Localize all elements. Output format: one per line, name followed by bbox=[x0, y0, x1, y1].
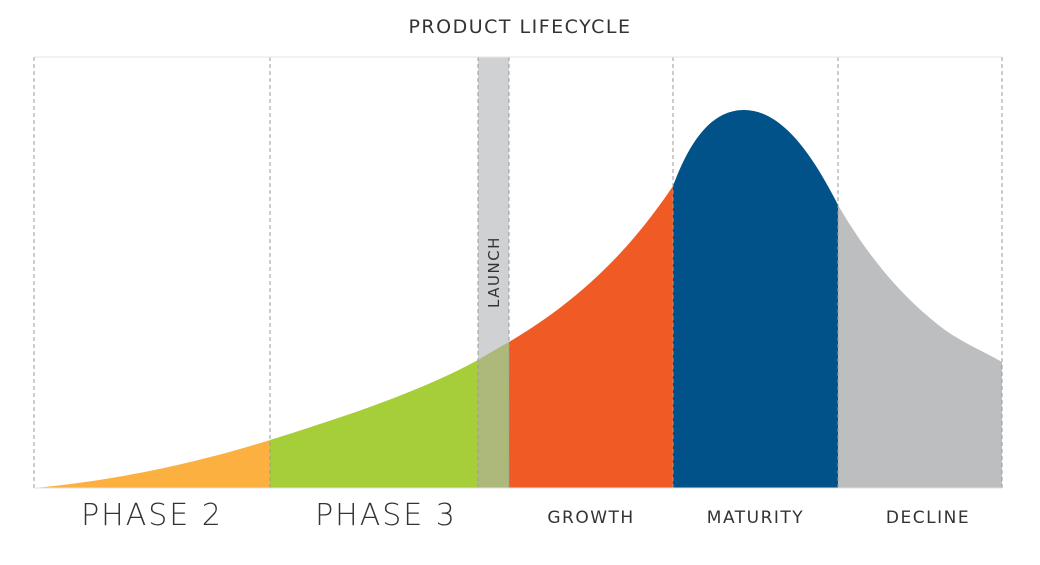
maturity-area bbox=[673, 110, 838, 488]
launch-label: LAUNCH bbox=[479, 214, 509, 329]
stage-label-phase-3: PHASE 3 bbox=[315, 498, 457, 533]
stage-dividers bbox=[33, 57, 1003, 488]
stage-label-phase-2: PHASE 2 bbox=[81, 498, 223, 533]
launch-label-text: LAUNCH bbox=[485, 235, 504, 308]
phase-3-area bbox=[270, 360, 478, 488]
stage-label-growth: GROWTH bbox=[547, 508, 635, 528]
stage-label-decline: DECLINE bbox=[885, 508, 971, 528]
launch-overlap-area bbox=[478, 342, 509, 488]
growth-area bbox=[509, 186, 673, 488]
decline-area bbox=[838, 205, 1002, 488]
phase-2-area bbox=[34, 440, 270, 488]
stage-label-maturity: MATURITY bbox=[706, 508, 805, 528]
diagram-title: PRODUCT LIFECYCLE bbox=[408, 16, 632, 38]
